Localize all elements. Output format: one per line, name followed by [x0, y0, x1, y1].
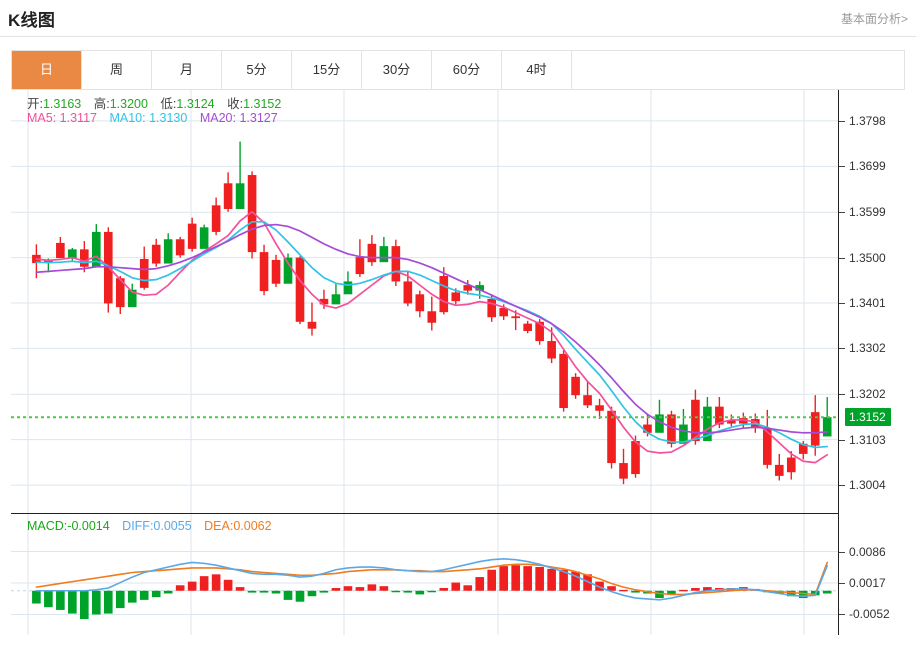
macd-value: -0.0014 — [67, 519, 110, 533]
macd-tick-mark-1 — [839, 583, 845, 584]
price-tick-mark-6 — [839, 394, 845, 396]
macd-tick-mark-0 — [839, 551, 845, 553]
ma5-value: 1.3117 — [59, 111, 97, 125]
diff-label: DIFF: — [122, 519, 154, 533]
price-tick-mark-1 — [839, 166, 845, 168]
macd-label: MACD: — [27, 519, 68, 533]
price-tick-mark-8 — [839, 485, 845, 487]
fundamental-analysis-link[interactable]: 基本面分析> — [840, 12, 908, 26]
ma20-label: MA20: — [199, 111, 236, 125]
ma10-label: MA10: — [109, 111, 146, 125]
tab-7[interactable]: 4时 — [502, 51, 572, 89]
tab-3[interactable]: 5分 — [222, 51, 292, 89]
page-title: K线图 — [8, 11, 56, 30]
price-tick-8: 1.3004 — [849, 478, 886, 493]
price-tick-mark-5 — [839, 348, 845, 350]
macd-tick-2: -0.0052 — [849, 607, 890, 622]
close-value: 1.3152 — [243, 97, 282, 111]
tab-1[interactable]: 周 — [82, 51, 152, 89]
price-tick-mark-7 — [839, 439, 845, 441]
price-tick-7: 1.3103 — [849, 432, 886, 447]
price-axis-line — [838, 90, 839, 513]
tabbar-filler — [572, 51, 904, 89]
price-tick-0: 1.3798 — [849, 113, 886, 128]
price-tick-2: 1.3599 — [849, 205, 886, 220]
dea-value: 0.0062 — [233, 519, 272, 533]
diff-value: 0.0055 — [153, 519, 192, 533]
current-price-badge: 1.3152 — [845, 408, 891, 427]
ma5-label: MA5: — [27, 111, 57, 125]
low-value: 1.3124 — [176, 97, 215, 111]
price-tick-mark-2 — [839, 212, 845, 214]
header-divider — [0, 36, 916, 37]
open-value: 1.3163 — [42, 97, 82, 111]
ohlc-legend: 开:1.3163 高:1.3200 低:1.3124 收:1.3152 — [27, 93, 281, 112]
open-label: 开: — [27, 97, 43, 111]
timeframe-tabbar: 日周月 5分 15分 30分 60分 4时 — [11, 50, 905, 90]
tab-6[interactable]: 60分 — [432, 51, 502, 89]
macd-axis-line — [838, 514, 839, 635]
ma-legend: MA5: 1.3117 MA10: 1.3130 MA20: 1.3127 — [27, 111, 278, 125]
tab-4[interactable]: 15分 — [292, 51, 362, 89]
macd-legend: MACD:-0.0014 DIFF:0.0055 DEA:0.0062 — [27, 519, 272, 533]
low-label: 低: — [160, 97, 177, 111]
tab-0[interactable]: 日 — [12, 51, 82, 89]
tab-5[interactable]: 30分 — [362, 51, 432, 89]
high-label: 高: — [93, 97, 110, 111]
price-tick-3: 1.3500 — [849, 250, 886, 265]
price-tick-mark-3 — [839, 257, 845, 259]
dea-label: DEA: — [204, 519, 234, 533]
ma10-value: 1.3130 — [149, 111, 188, 125]
high-value: 1.3200 — [109, 97, 148, 111]
panel-divider — [11, 513, 839, 514]
chart-area: 开:1.3163 高:1.3200 低:1.3124 收:1.3152 MA5:… — [11, 90, 905, 635]
tab-2[interactable]: 月 — [152, 51, 222, 89]
macd-tick-mark-2 — [839, 614, 845, 616]
page-header: K线图 基本面分析> — [0, 0, 916, 40]
price-tick-6: 1.3202 — [849, 387, 886, 402]
price-tick-4: 1.3401 — [849, 296, 886, 310]
ma20-value: 1.3127 — [239, 111, 278, 125]
price-tick-mark-0 — [839, 120, 845, 122]
close-label: 收: — [227, 97, 244, 111]
chart-gridlines — [11, 90, 838, 635]
price-tick-mark-4 — [839, 303, 845, 304]
price-tick-5: 1.3302 — [849, 341, 886, 356]
price-tick-1: 1.3699 — [849, 159, 886, 174]
macd-tick-0: 0.0086 — [849, 544, 886, 559]
chart-plot[interactable] — [11, 90, 905, 635]
macd-tick-1: 0.0017 — [849, 576, 886, 590]
